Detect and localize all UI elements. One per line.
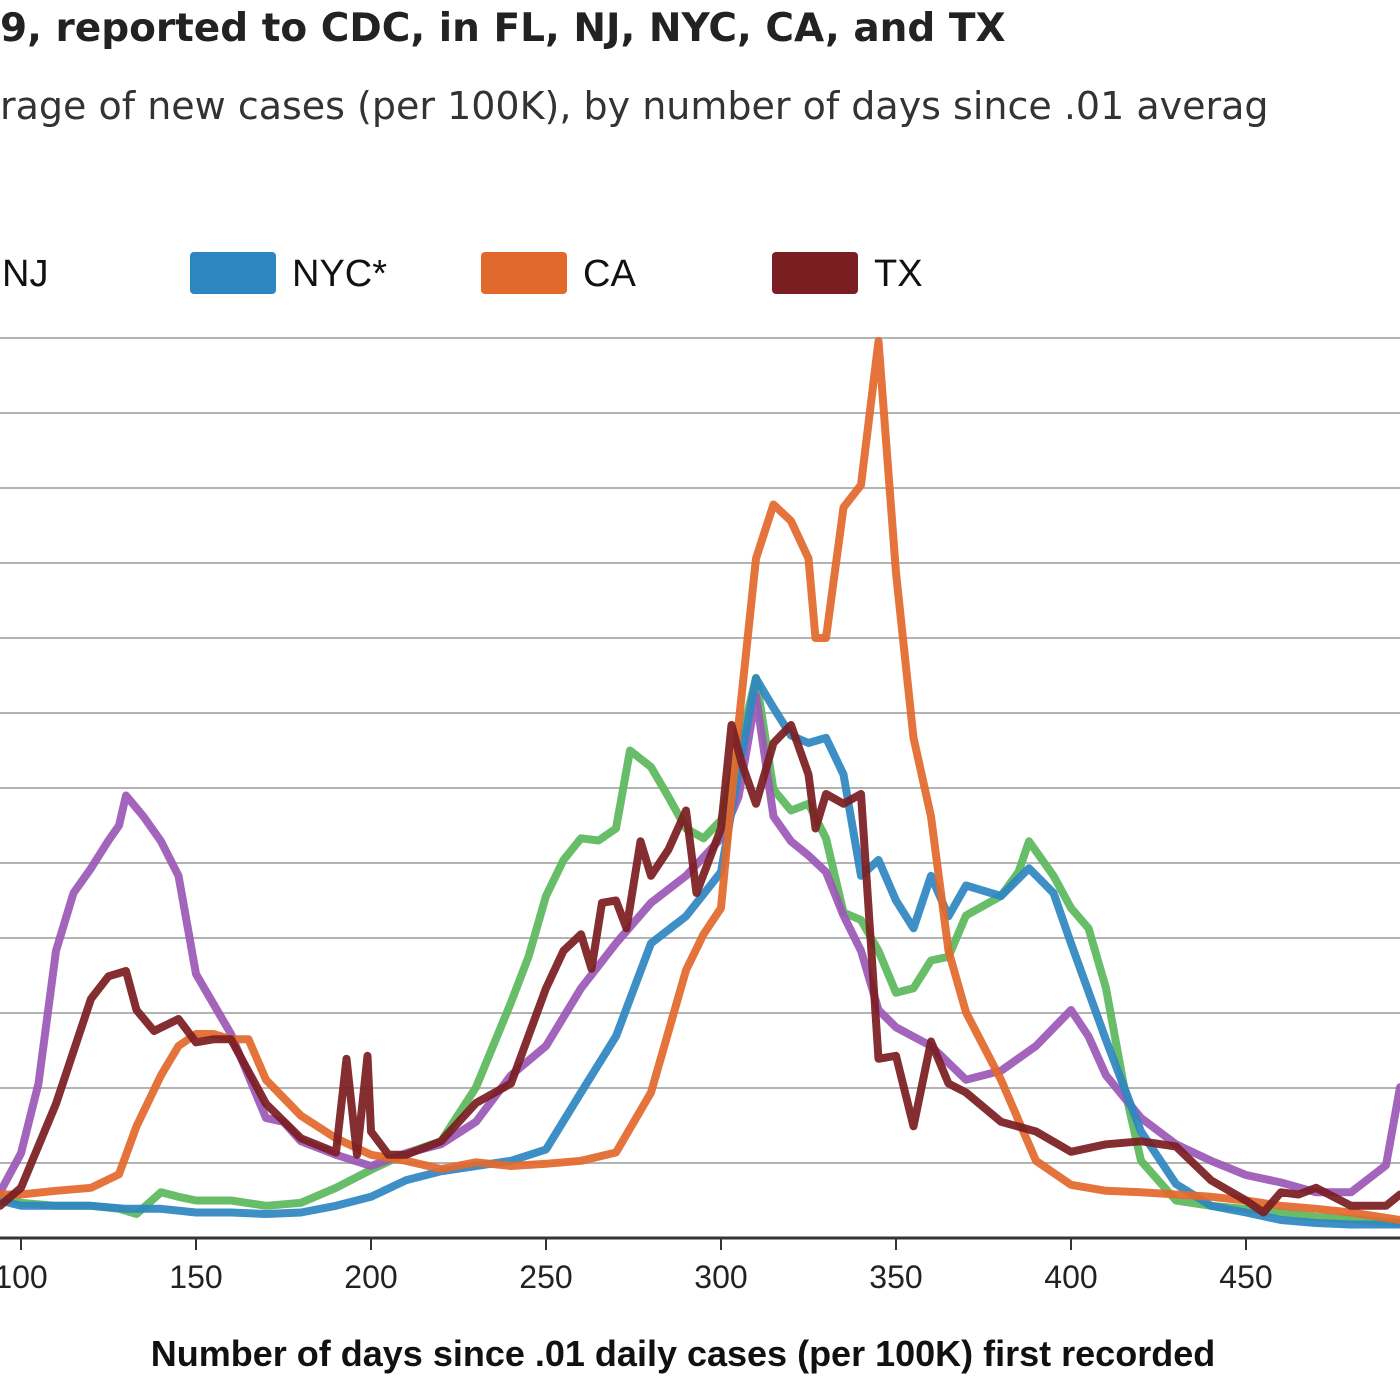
legend-label: TX <box>874 253 923 295</box>
x-axis-ticks: 100 150 200 250 300 350 400 450 <box>0 1238 1273 1295</box>
x-tick-label: 200 <box>344 1259 397 1295</box>
x-tick-label: 250 <box>519 1259 572 1295</box>
legend-label: CA <box>583 253 636 295</box>
series-line-tx <box>0 721 1400 1217</box>
x-tick-label: 350 <box>869 1259 922 1295</box>
series-line-nyc <box>0 674 1400 1229</box>
chart-title: 9, reported to CDC, in FL, NJ, NYC, CA, … <box>0 6 1006 51</box>
x-axis-title: Number of days since .01 daily cases (pe… <box>151 1333 1215 1374</box>
legend-swatch <box>190 252 276 294</box>
x-tick-label: 450 <box>1219 1259 1272 1295</box>
x-tick-label: 100 <box>0 1259 48 1295</box>
x-tick-label: 150 <box>169 1259 222 1295</box>
x-tick-label: 400 <box>1044 1259 1097 1295</box>
chart-legend: NJ NYC* CA TX <box>2 252 923 295</box>
x-tick-label: 300 <box>694 1259 747 1295</box>
gridlines <box>0 337 1400 1164</box>
legend-label: NJ <box>2 253 48 295</box>
legend-swatch <box>772 252 858 294</box>
legend-label: NYC* <box>292 253 387 295</box>
series-lines <box>0 337 1400 1229</box>
chart-subtitle: rage of new cases (per 100K), by number … <box>0 84 1269 128</box>
legend-swatch <box>481 252 567 294</box>
series-line-nj <box>0 691 1400 1197</box>
series-line-ca <box>0 337 1400 1224</box>
